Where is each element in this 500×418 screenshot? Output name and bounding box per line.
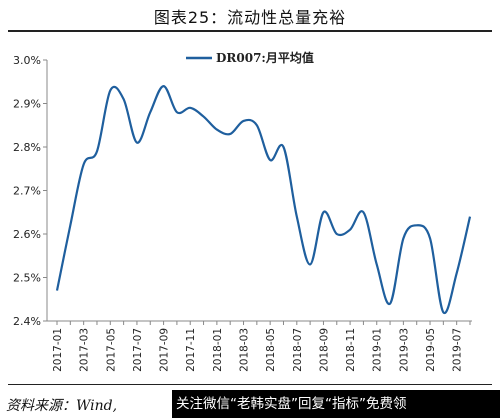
y-tick-label: 3.0% [13,54,41,67]
y-tick-label: 2.6% [13,228,41,241]
y-tick-label: 2.5% [13,272,41,285]
x-axis-ticks: 2017-01 2017-03 2017-05 2017-07 2017-09 2017-… [52,321,471,372]
x-tick-label: 2018-11 [345,328,357,372]
legend-label: DR007:月平均值 [216,50,314,65]
series-layer [55,85,472,315]
x-tick-label: 2018-03 [239,328,251,372]
x-tick-label: 2017-05 [105,328,117,372]
x-tick-label: 2019-03 [398,328,410,372]
x-tick-label: 2017-03 [79,328,91,372]
y-tick-label: 2.8% [13,141,41,154]
y-axis-ticks: 3.0% 2.9% 2.8% 2.7% 2.6% 2.5% 2.4% [13,54,47,328]
line-chart: 3.0%2.9%2.8%2.7%2.6%2.5%2.4% 2017-01 2017… [13,50,472,372]
x-tick-label: 2017-11 [185,328,197,372]
x-tick-label: 2017-09 [159,328,171,372]
x-tick-label: 2017-01 [52,328,64,372]
x-tick-label: 2019-01 [372,328,384,372]
y-tick-label: 2.7% [13,185,41,198]
x-tick-label: 2018-01 [212,328,224,372]
legend: DR007:月平均值 [186,50,314,65]
bottom-rule [8,384,492,385]
watermark-banner: 关注微信“老韩实盘”回复“指标”免费领 [172,390,500,418]
chart-axes [46,60,472,322]
x-tick-label: 2018-09 [318,328,330,372]
y-tick-label: 2.4% [13,315,41,328]
title-rule [8,30,492,32]
series-line-dr007 [55,85,472,315]
x-tick-label: 2019-07 [452,328,464,372]
y-tick-label: 2.9% [13,98,41,111]
x-tick-label: 2019-05 [425,328,437,372]
figure-title: 图表25：流动性总量充裕 [153,8,347,27]
x-tick-label: 2017-07 [132,328,144,372]
source-note: 资料来源：Wind, [6,398,118,414]
x-tick-label: 2018-07 [292,328,304,372]
x-tick-label: 2018-05 [265,328,277,372]
